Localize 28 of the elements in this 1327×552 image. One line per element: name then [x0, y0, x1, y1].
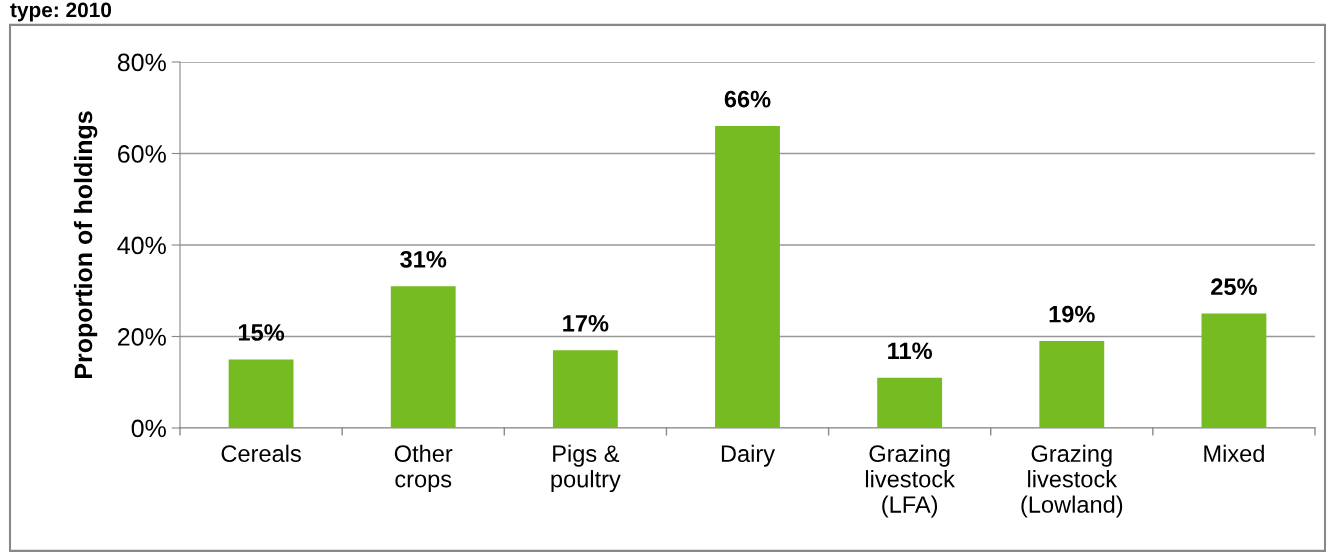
- bar: [228, 359, 294, 428]
- y-tick-label: 40%: [117, 236, 166, 255]
- data-label: 11%: [888, 342, 932, 360]
- y-tick-label: 0%: [131, 419, 166, 438]
- x-tick-label: Mixed: [1204, 444, 1264, 463]
- x-tick-label: Other crops: [394, 444, 453, 493]
- bar: [1201, 313, 1267, 428]
- y-tick-label: 60%: [118, 145, 166, 163]
- x-tick-label: Dairy: [721, 444, 775, 467]
- data-label: 31%: [400, 250, 447, 268]
- data-label: 17%: [563, 315, 609, 332]
- bar: [390, 286, 456, 428]
- bar: [552, 350, 618, 428]
- bar: [877, 377, 943, 428]
- data-label: 15%: [238, 324, 285, 341]
- data-label: 25%: [1211, 278, 1257, 296]
- x-tick-label: Cereals: [221, 444, 301, 463]
- y-axis-title: Proportion of holdings: [73, 111, 98, 379]
- y-tick-label: 20%: [118, 328, 166, 346]
- x-tick-label: Pigs & poultry: [551, 444, 621, 493]
- x-tick-label: Grazing livestock (Lowland): [1021, 444, 1123, 518]
- x-tick-label: Grazing livestock (LFA): [865, 444, 955, 518]
- data-label: 19%: [1049, 305, 1095, 323]
- bar: [715, 126, 780, 428]
- chart-title: type: 2010: [10, 2, 112, 22]
- y-tick-label: 80%: [117, 53, 166, 72]
- data-label: 66%: [724, 90, 771, 108]
- bar: [1039, 341, 1105, 428]
